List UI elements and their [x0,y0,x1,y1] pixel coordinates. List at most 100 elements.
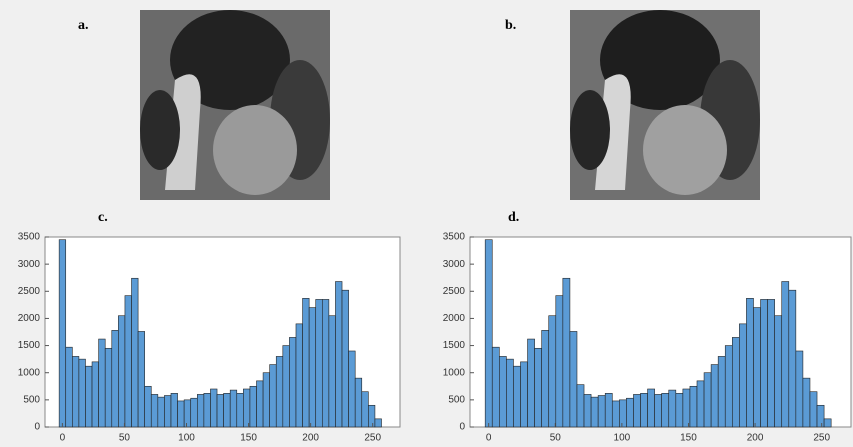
bar [170,393,178,428]
bar [569,331,578,428]
bar [604,393,613,428]
x-tick-label: 150 [680,433,697,444]
bar [809,391,818,428]
x-tick-label: 200 [302,433,319,444]
bar [703,372,712,428]
bar [183,399,192,428]
y-tick-label: 3500 [443,232,466,243]
bar [689,385,698,428]
bar [229,389,238,428]
bar [374,418,382,428]
bar [131,277,139,428]
bar [111,330,119,428]
bar [555,295,564,428]
bar [104,347,113,428]
y-tick-label: 1500 [18,340,41,351]
x-tick-label: 200 [747,433,764,444]
chart-title: c. [98,210,108,225]
peppers-image [140,10,330,200]
bar [72,356,80,428]
bar [491,346,500,428]
bar [760,299,768,428]
y-tick-label: 1000 [18,367,41,378]
bar [696,380,705,428]
x-tick-label: 50 [550,433,562,444]
bar [210,388,218,428]
bar [717,356,726,428]
bar [661,393,670,428]
bar [58,239,67,428]
bar [368,404,376,428]
bar [583,394,592,428]
y-tick-label: 0 [459,422,465,433]
y-tick-label: 2500 [18,286,41,297]
bar [78,358,86,428]
y-tick-label: 500 [448,394,465,405]
bar [124,295,132,428]
bar [308,307,317,428]
bar [724,345,733,428]
bar [262,372,270,428]
bar [157,396,165,428]
bar [164,395,172,428]
bar [177,400,185,428]
bar [91,361,99,428]
bar [275,356,284,428]
bar [541,330,550,428]
bar [534,347,542,428]
x-tick-label: 250 [813,433,830,444]
bar [675,393,684,428]
y-tick-label: 2500 [443,286,466,297]
bar [788,289,797,428]
x-tick-label: 250 [364,433,381,444]
bar [576,384,585,428]
bar [197,394,205,428]
bar [321,299,330,428]
bar [767,299,775,428]
bar [335,281,343,428]
bar [520,361,528,428]
panel-label: a. [78,18,89,33]
bar [682,388,691,428]
x-tick-label: 0 [486,433,492,444]
x-tick-label: 100 [614,433,631,444]
bar [190,397,198,428]
bar [774,315,783,428]
y-tick-label: 2000 [18,313,41,324]
bar [341,289,349,428]
bar [236,393,244,428]
bar [506,358,514,428]
bar [739,323,747,428]
bar [302,298,310,428]
bar [816,404,825,428]
y-tick-label: 3000 [18,259,41,270]
bar [640,393,648,428]
bar [499,356,507,428]
y-tick-label: 1000 [443,367,466,378]
bar [732,337,740,428]
bar [746,298,754,428]
y-tick-label: 3500 [18,232,41,243]
bar [243,388,251,428]
x-tick-label: 150 [240,433,257,444]
bar [137,331,145,428]
y-tick-label: 1500 [443,340,466,351]
bar [118,315,126,428]
bar [256,380,264,428]
bar [654,394,662,428]
bar [361,391,369,428]
bar [354,377,363,428]
bar [823,418,832,428]
bar [647,388,655,428]
bar [668,389,677,428]
bar [282,345,290,428]
y-tick-label: 500 [23,394,40,405]
bar [484,239,493,428]
peppers-image-processed [570,10,760,200]
x-tick-label: 0 [60,433,66,444]
chart-title: d. [508,210,519,225]
bar [203,393,211,428]
bar [633,394,641,428]
